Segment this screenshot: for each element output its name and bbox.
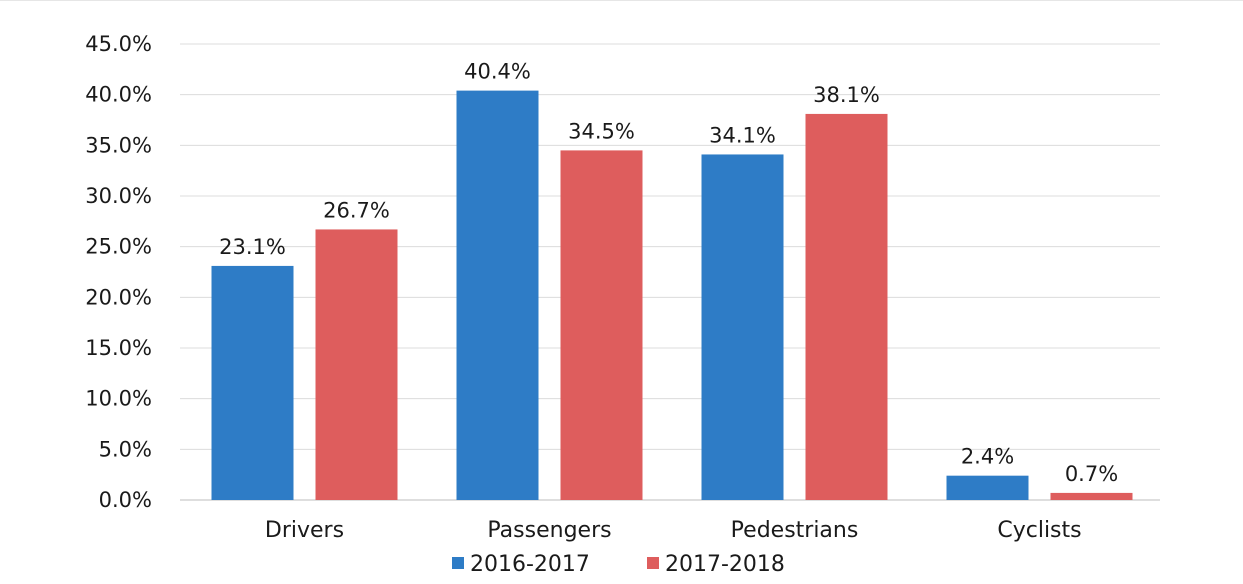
- y-tick-label: 30.0%: [85, 184, 152, 208]
- data-labels: 23.1% 26.7% 40.4% 34.5% 34.1% 38.1% 2.4% 0.7%: [219, 60, 1118, 486]
- bar-drivers-2017-2018: [315, 229, 398, 500]
- x-category-label: Pedestrians: [731, 518, 859, 543]
- legend: 2016-2017 2017-2018: [452, 552, 785, 577]
- bars: [211, 90, 1133, 501]
- bar-drivers-2016-2017: [211, 265, 294, 500]
- bar-cyclists-2016-2017: [946, 475, 1029, 500]
- x-category-label: Passengers: [487, 518, 611, 543]
- bar-passengers-2017-2018: [560, 150, 643, 500]
- y-tick-label: 40.0%: [85, 83, 152, 107]
- y-tick-label: 0.0%: [99, 488, 152, 512]
- bar-pedestrians-2016-2017: [701, 154, 784, 500]
- y-axis-ticks: 0.0% 5.0% 10.0% 15.0% 20.0% 25.0% 30.0% 35.0% 40…: [85, 32, 152, 512]
- y-tick-label: 10.0%: [85, 387, 152, 411]
- x-axis-categories: Drivers Passengers Pedestrians Cyclists: [265, 518, 1082, 543]
- data-label: 26.7%: [323, 198, 390, 222]
- y-tick-label: 20.0%: [85, 285, 152, 309]
- data-label: 0.7%: [1065, 462, 1118, 486]
- data-label: 38.1%: [813, 83, 880, 107]
- data-label: 2.4%: [961, 445, 1014, 469]
- data-label: 23.1%: [219, 235, 286, 259]
- data-label: 40.4%: [464, 60, 531, 84]
- y-tick-label: 35.0%: [85, 133, 152, 157]
- bar-passengers-2016-2017: [456, 90, 539, 500]
- y-tick-label: 5.0%: [99, 437, 152, 461]
- legend-label: 2017-2018: [665, 552, 785, 577]
- legend-swatch: [647, 557, 659, 569]
- bar-cyclists-2017-2018: [1050, 492, 1133, 500]
- x-category-label: Cyclists: [997, 518, 1081, 543]
- data-label: 34.1%: [709, 123, 776, 147]
- bar-pedestrians-2017-2018: [805, 113, 888, 501]
- y-tick-label: 45.0%: [85, 32, 152, 56]
- x-category-label: Drivers: [265, 518, 344, 543]
- data-label: 34.5%: [568, 119, 635, 143]
- legend-label: 2016-2017: [470, 552, 590, 577]
- legend-swatch: [452, 557, 464, 569]
- y-tick-label: 15.0%: [85, 336, 152, 360]
- y-tick-label: 25.0%: [85, 235, 152, 259]
